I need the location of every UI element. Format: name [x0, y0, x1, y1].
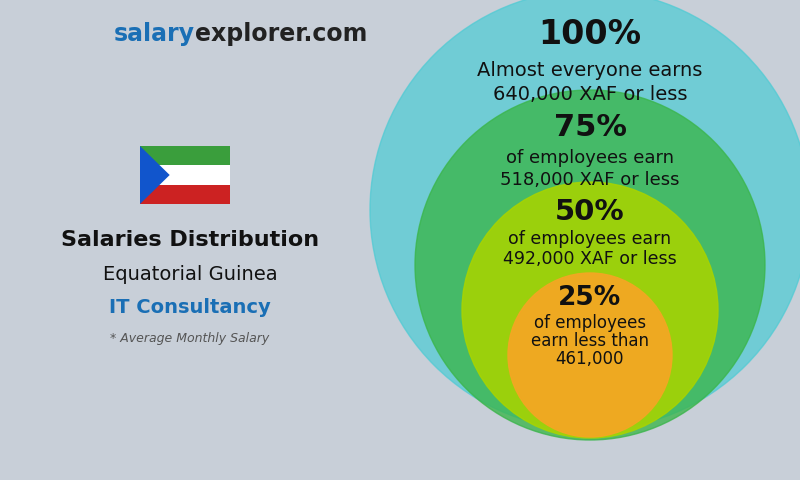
- Text: explorer.com: explorer.com: [195, 22, 367, 46]
- Text: 100%: 100%: [538, 19, 642, 51]
- Text: 25%: 25%: [558, 285, 622, 311]
- Circle shape: [370, 0, 800, 430]
- Text: of employees earn: of employees earn: [506, 149, 674, 167]
- Text: 75%: 75%: [554, 113, 626, 143]
- Text: Salaries Distribution: Salaries Distribution: [61, 230, 319, 250]
- Text: 461,000: 461,000: [556, 350, 624, 368]
- Circle shape: [508, 273, 672, 437]
- Text: IT Consultancy: IT Consultancy: [109, 298, 271, 317]
- Bar: [140, 146, 230, 165]
- Bar: [140, 165, 230, 185]
- Text: salary: salary: [114, 22, 195, 46]
- Text: of employees earn: of employees earn: [509, 230, 671, 248]
- Text: * Average Monthly Salary: * Average Monthly Salary: [110, 332, 270, 345]
- Text: 518,000 XAF or less: 518,000 XAF or less: [500, 171, 680, 189]
- Text: Almost everyone earns: Almost everyone earns: [478, 60, 702, 80]
- Text: 640,000 XAF or less: 640,000 XAF or less: [493, 85, 687, 105]
- Circle shape: [462, 182, 718, 438]
- Text: 492,000 XAF or less: 492,000 XAF or less: [503, 250, 677, 268]
- Text: earn less than: earn less than: [531, 332, 649, 350]
- Bar: [140, 185, 230, 204]
- Text: 50%: 50%: [555, 198, 625, 226]
- Polygon shape: [140, 146, 170, 204]
- Text: Equatorial Guinea: Equatorial Guinea: [102, 265, 278, 284]
- Text: of employees: of employees: [534, 314, 646, 332]
- Circle shape: [415, 90, 765, 440]
